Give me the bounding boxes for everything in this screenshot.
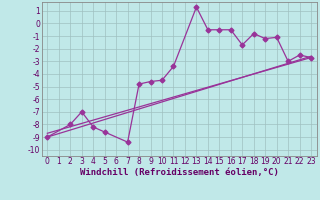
X-axis label: Windchill (Refroidissement éolien,°C): Windchill (Refroidissement éolien,°C) (80, 168, 279, 177)
